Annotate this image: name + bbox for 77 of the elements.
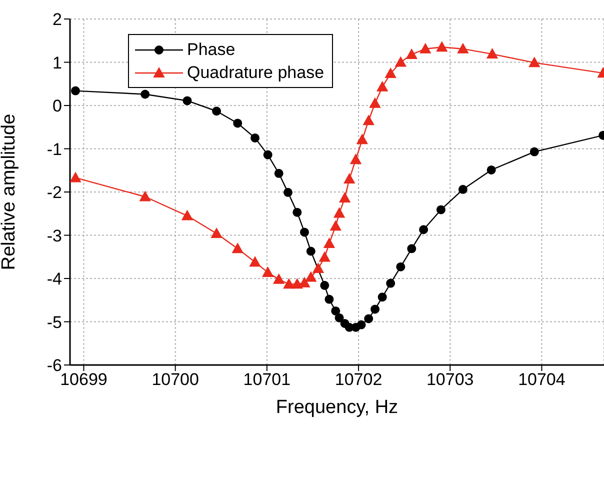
- point: [306, 246, 316, 256]
- point: [262, 266, 274, 277]
- point: [312, 263, 324, 274]
- point: [406, 48, 418, 59]
- x-tick-label: 10700: [152, 370, 199, 390]
- point: [396, 262, 406, 272]
- legend-label: Phase: [187, 40, 236, 60]
- point: [419, 225, 428, 234]
- point: [140, 90, 150, 99]
- point: [363, 115, 374, 126]
- point: [292, 208, 302, 217]
- point: [212, 106, 222, 116]
- point: [376, 81, 388, 92]
- y-tick-label: 2: [52, 10, 62, 30]
- y-tick-label: -5: [46, 312, 62, 332]
- point: [395, 56, 406, 67]
- point: [334, 313, 344, 322]
- point: [339, 192, 350, 203]
- y-tick-label: -4: [46, 270, 62, 289]
- point: [263, 150, 272, 160]
- point: [324, 238, 335, 248]
- point: [344, 174, 355, 184]
- point: [324, 294, 334, 304]
- point: [385, 68, 396, 78]
- point: [364, 314, 374, 324]
- point: [356, 320, 366, 330]
- x-tick-label: 10699: [60, 370, 108, 390]
- y-tick-label: -6: [46, 356, 62, 376]
- point: [370, 304, 380, 314]
- point: [370, 98, 381, 108]
- y-tick-label: -1: [46, 140, 62, 159]
- point: [232, 243, 244, 254]
- y-tick-label: -2: [46, 183, 62, 202]
- point: [420, 43, 431, 54]
- x-axis-title: Frequency, Hz: [276, 397, 398, 418]
- point: [530, 147, 539, 156]
- point: [528, 57, 540, 68]
- point: [250, 133, 260, 142]
- point: [350, 154, 362, 164]
- y-tick-label: 0: [52, 96, 62, 116]
- point: [458, 184, 468, 194]
- point: [331, 306, 340, 316]
- point: [233, 118, 242, 128]
- point: [330, 220, 342, 231]
- point: [211, 228, 222, 238]
- point: [70, 172, 81, 182]
- point: [356, 134, 368, 144]
- point: [320, 280, 330, 290]
- point: [378, 292, 387, 302]
- point: [407, 244, 416, 254]
- point: [283, 278, 294, 289]
- point: [283, 188, 292, 197]
- x-tick-label: 10703: [426, 370, 474, 390]
- y-axis-title: Relative amplitude: [0, 114, 20, 270]
- point: [457, 43, 468, 54]
- point: [182, 96, 192, 106]
- legend-label: Quadrature phase: [187, 62, 324, 82]
- y-tick-label: -3: [46, 226, 62, 246]
- point: [140, 191, 151, 202]
- point: [436, 42, 448, 52]
- x-tick-label: 10702: [334, 370, 382, 390]
- point: [300, 228, 309, 237]
- point: [250, 256, 261, 267]
- point: [319, 252, 330, 262]
- point: [182, 210, 193, 220]
- x-tick-label: 10704: [518, 370, 566, 390]
- point: [486, 48, 498, 59]
- point: [386, 278, 396, 288]
- point: [486, 165, 496, 174]
- point: [274, 168, 284, 178]
- point: [70, 86, 80, 96]
- point: [273, 274, 284, 284]
- x-tick-label: 10701: [243, 370, 291, 390]
- point: [334, 208, 345, 218]
- y-tick-label: 1: [52, 53, 62, 72]
- point: [436, 205, 446, 214]
- point: [305, 272, 316, 282]
